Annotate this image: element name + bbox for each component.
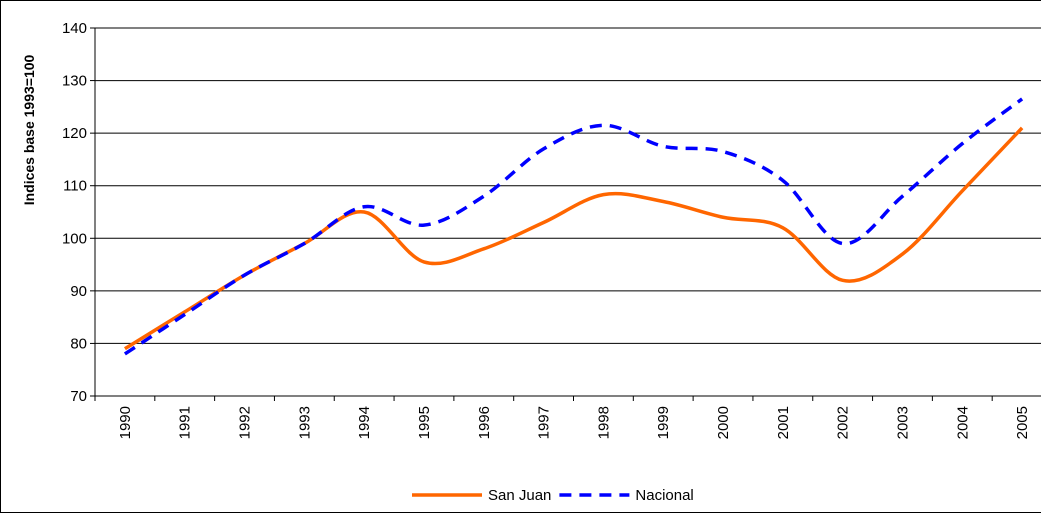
line-series bbox=[123, 97, 1024, 356]
legend-label: Nacional bbox=[635, 487, 693, 504]
y-tick-label: 90 bbox=[70, 283, 87, 300]
y-tick-label: 130 bbox=[62, 73, 87, 90]
x-tick-label: 1992 bbox=[237, 406, 254, 439]
x-tick-label: 1991 bbox=[177, 406, 194, 439]
line-series bbox=[123, 126, 1024, 351]
y-tick-label: 70 bbox=[70, 388, 87, 405]
x-tick-label: 1995 bbox=[416, 406, 433, 439]
y-tick-label: 100 bbox=[62, 230, 87, 247]
y-axis-label: Indices base 1993=100 bbox=[21, 54, 37, 205]
y-tick-label: 80 bbox=[70, 335, 87, 352]
x-tick-label: 1996 bbox=[476, 406, 493, 439]
x-tick-label: 1994 bbox=[356, 406, 373, 439]
x-tick-label: 1998 bbox=[595, 406, 612, 439]
x-tick-label: 1997 bbox=[536, 406, 553, 439]
x-tick-label: 2005 bbox=[1014, 406, 1031, 439]
x-tick-label: 1990 bbox=[117, 406, 134, 439]
x-tick-label: 2002 bbox=[835, 406, 852, 439]
y-tick-label: 110 bbox=[63, 178, 87, 195]
x-tick-label: 1999 bbox=[655, 406, 672, 439]
x-tick-label: 2001 bbox=[775, 406, 792, 439]
x-tick-label: 2000 bbox=[715, 406, 732, 439]
x-tick-label: 2004 bbox=[954, 406, 971, 439]
x-tick-label: 2003 bbox=[894, 406, 911, 439]
x-tick-label: 1993 bbox=[296, 406, 313, 439]
legend-label: San Juan bbox=[488, 487, 551, 504]
y-tick-label: 140 bbox=[62, 20, 87, 37]
y-tick-label: 120 bbox=[62, 125, 87, 142]
